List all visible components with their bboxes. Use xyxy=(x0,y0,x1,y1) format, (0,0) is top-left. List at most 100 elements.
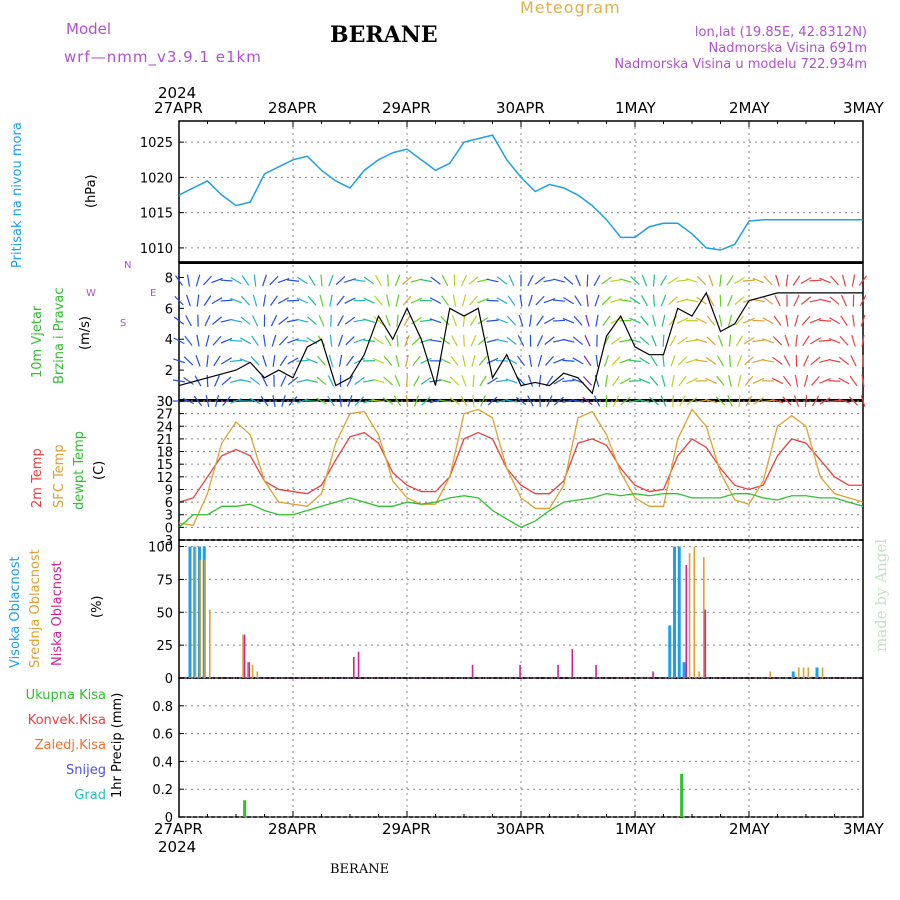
cloud-bar xyxy=(571,649,574,678)
wind-barb xyxy=(582,396,593,406)
wind-barb xyxy=(535,295,545,306)
wind-barb xyxy=(249,397,261,405)
wind-barb xyxy=(640,295,649,307)
wind-barb xyxy=(661,314,666,327)
wind-barb xyxy=(478,336,488,346)
wind-barb xyxy=(761,359,775,363)
low-cloud-ylabel: Niska Oblacnost xyxy=(50,561,65,666)
wind-barb xyxy=(508,274,515,287)
sfc-ylabel: SFC Temp xyxy=(52,444,67,508)
wind-ytick-label: 0 xyxy=(165,395,173,410)
wind-barb xyxy=(449,376,460,386)
temperature-ytick-label: 3 xyxy=(165,509,173,524)
wind-barb xyxy=(411,336,422,346)
wind-barb xyxy=(469,295,478,306)
wind-barb xyxy=(396,314,399,327)
wind-barb xyxy=(239,358,252,364)
wind-barb xyxy=(554,396,564,406)
wind-barb xyxy=(706,336,716,346)
wind-barb xyxy=(486,299,499,302)
cloud-bar xyxy=(704,609,707,678)
x-tick-label: 1MAY xyxy=(615,99,656,117)
wind-barb xyxy=(727,314,733,327)
wind-barb xyxy=(495,339,509,343)
wind-barb xyxy=(517,355,525,367)
wind-barb xyxy=(744,375,754,386)
wind-barb xyxy=(553,377,565,385)
wind-barb xyxy=(661,374,666,387)
wind-barb xyxy=(612,375,620,387)
wind-barb xyxy=(277,297,290,305)
wind-barb xyxy=(707,295,715,307)
year-top: 2024 xyxy=(158,84,197,102)
wind-barb xyxy=(719,274,722,287)
wind-barb xyxy=(544,336,555,345)
wind-barb xyxy=(601,295,612,306)
wind-barb xyxy=(734,296,745,305)
wind-barb xyxy=(717,334,724,347)
wind-barb xyxy=(440,295,450,306)
wind-barb xyxy=(527,395,534,407)
wind-barb xyxy=(496,318,508,324)
wind-barb xyxy=(859,295,867,307)
clouds-ytick-label: 50 xyxy=(156,606,173,621)
wind-barb xyxy=(686,278,698,284)
wind-barb xyxy=(838,377,850,385)
wind-barb xyxy=(262,334,267,347)
wind-barb xyxy=(752,319,765,322)
cloud-bar xyxy=(703,557,705,678)
elevation-label: Nadmorska Visina 691m xyxy=(708,41,868,56)
wind-barb xyxy=(278,335,289,346)
wind-barb xyxy=(563,296,574,305)
wind-barb xyxy=(460,274,468,287)
wind-barb xyxy=(584,335,591,347)
wind-barb xyxy=(387,274,389,287)
wind-barb xyxy=(419,319,433,323)
wind-barb xyxy=(583,355,592,367)
wind-barb xyxy=(562,317,575,324)
cloud-bar xyxy=(251,664,254,678)
cloud-bar xyxy=(698,671,700,678)
wind-barb xyxy=(241,295,250,306)
wind-barb xyxy=(828,338,841,344)
wind-barb xyxy=(477,297,489,304)
wind-barb xyxy=(307,295,317,306)
wind-barb xyxy=(404,334,410,347)
wind-barb xyxy=(214,395,220,407)
wind-barb xyxy=(203,295,212,306)
wind-barb xyxy=(440,316,450,326)
wind-barb xyxy=(221,357,232,365)
wind-barb xyxy=(543,278,556,283)
cloud-bar xyxy=(798,667,800,678)
page-title: BERANE xyxy=(330,22,438,48)
wind-barb xyxy=(336,295,345,306)
wind-barb xyxy=(793,395,800,407)
wind-barb xyxy=(572,357,584,365)
wind-barb xyxy=(810,356,821,366)
cloud-bar xyxy=(595,664,597,678)
wind-barb xyxy=(828,358,841,363)
wind-barb xyxy=(861,334,865,347)
wind-barb xyxy=(528,354,533,367)
wind-barb xyxy=(297,276,308,285)
high-cloud-ylabel: Visoka Oblacnost xyxy=(8,556,23,668)
cloud-bar xyxy=(357,651,360,678)
wind-barb xyxy=(784,334,790,347)
wind-barb xyxy=(585,314,590,327)
wind-barb xyxy=(185,315,192,327)
wind-barb xyxy=(652,314,656,327)
wind-barb xyxy=(811,376,820,386)
wind-barb xyxy=(393,395,402,407)
wind-barb xyxy=(477,317,489,325)
wind-barb xyxy=(373,316,384,326)
wind-barb xyxy=(430,276,441,285)
wind-barb xyxy=(306,358,318,364)
cloud-bar xyxy=(471,664,474,678)
wind-barb xyxy=(729,354,731,367)
wind-barb xyxy=(287,318,299,323)
wind-barb xyxy=(281,395,286,407)
wind-barb xyxy=(396,334,399,347)
wind-barb xyxy=(828,379,841,382)
wind-barb xyxy=(538,374,542,387)
wind-barb xyxy=(811,395,820,407)
